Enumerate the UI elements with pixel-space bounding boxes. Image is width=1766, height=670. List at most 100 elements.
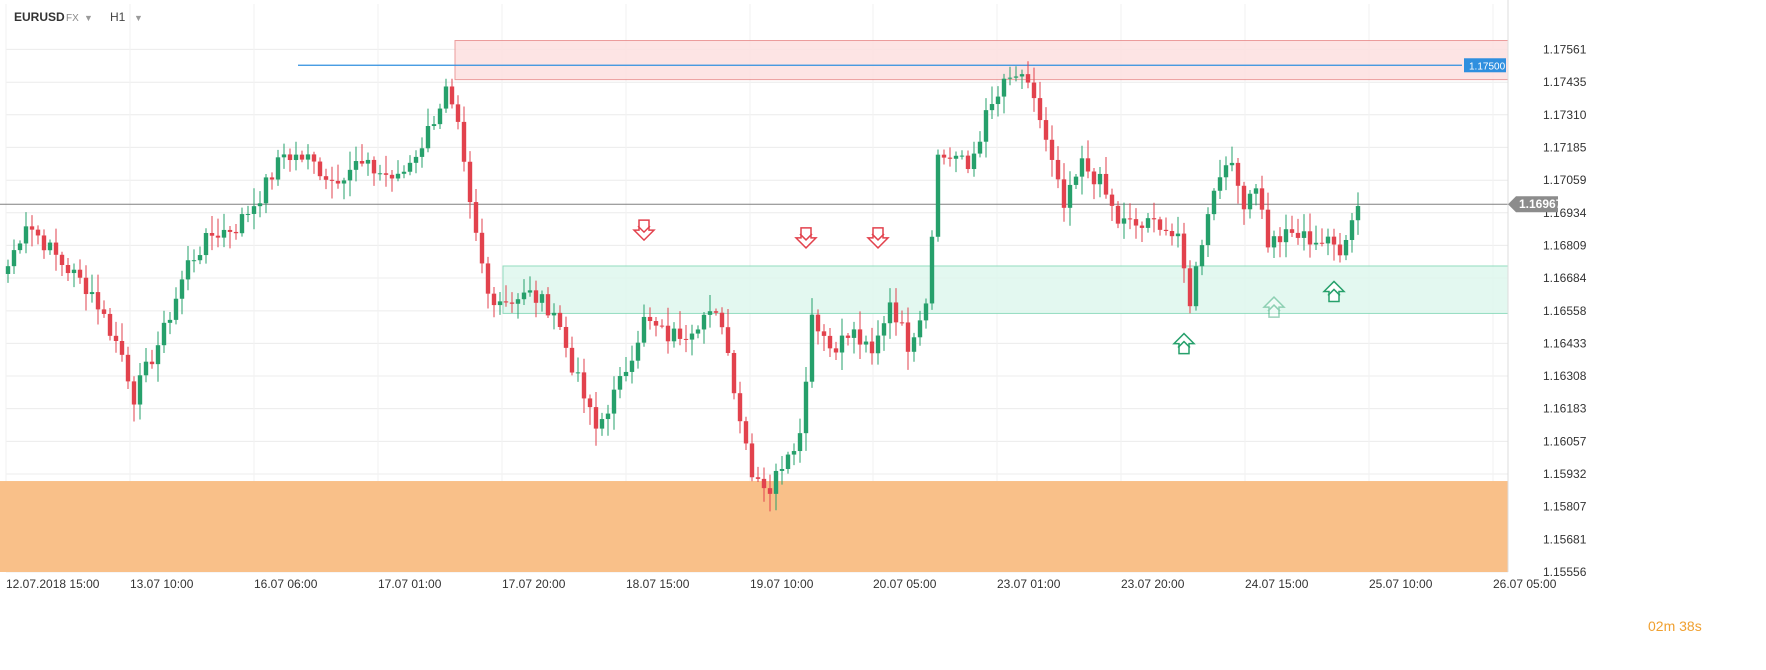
- candle[interactable]: [71, 263, 77, 288]
- support-zone[interactable]: [502, 265, 1509, 314]
- market-chevron-down-icon[interactable]: ▼: [84, 13, 93, 23]
- candle[interactable]: [515, 293, 521, 319]
- candle[interactable]: [65, 258, 71, 282]
- candle[interactable]: [83, 265, 89, 311]
- candle[interactable]: [1001, 73, 1007, 114]
- candle[interactable]: [221, 213, 227, 248]
- candle[interactable]: [275, 149, 281, 186]
- candle[interactable]: [1265, 192, 1271, 253]
- candle[interactable]: [977, 131, 983, 158]
- candle[interactable]: [1259, 175, 1265, 220]
- candle[interactable]: [1079, 145, 1085, 195]
- candle[interactable]: [1247, 190, 1253, 219]
- candle[interactable]: [581, 358, 587, 414]
- candle[interactable]: [401, 165, 407, 179]
- candle[interactable]: [443, 78, 449, 113]
- candle[interactable]: [557, 305, 563, 331]
- resistance-zone[interactable]: [454, 40, 1509, 81]
- candle[interactable]: [1229, 146, 1235, 172]
- candle[interactable]: [89, 274, 95, 303]
- candle[interactable]: [437, 103, 443, 130]
- symbol-label[interactable]: EURUSD: [14, 10, 65, 24]
- candle[interactable]: [1241, 181, 1247, 225]
- candle[interactable]: [845, 332, 851, 346]
- candle[interactable]: [1025, 61, 1031, 89]
- candle[interactable]: [1103, 156, 1109, 199]
- candle[interactable]: [833, 341, 839, 360]
- candle[interactable]: [755, 466, 761, 482]
- candle[interactable]: [1331, 228, 1337, 261]
- candle[interactable]: [971, 141, 977, 177]
- candle[interactable]: [455, 95, 461, 130]
- candle[interactable]: [887, 288, 893, 339]
- candle[interactable]: [479, 218, 485, 274]
- candle[interactable]: [1319, 228, 1325, 247]
- candle[interactable]: [995, 86, 1001, 117]
- candle[interactable]: [839, 318, 845, 370]
- candle[interactable]: [1337, 233, 1343, 263]
- candle[interactable]: [869, 327, 875, 365]
- candle[interactable]: [1061, 163, 1067, 222]
- candle[interactable]: [1019, 69, 1025, 90]
- candle[interactable]: [611, 376, 617, 430]
- candle[interactable]: [419, 137, 425, 168]
- candle[interactable]: [107, 308, 113, 341]
- candle[interactable]: [365, 152, 371, 176]
- candle[interactable]: [791, 443, 797, 466]
- candle[interactable]: [1271, 230, 1277, 258]
- candle[interactable]: [41, 229, 47, 259]
- candle[interactable]: [305, 144, 311, 170]
- candle[interactable]: [485, 256, 491, 309]
- candle[interactable]: [1121, 202, 1127, 239]
- candle[interactable]: [1325, 228, 1331, 256]
- candle[interactable]: [29, 215, 35, 247]
- candle[interactable]: [599, 412, 605, 436]
- candle[interactable]: [1355, 192, 1361, 235]
- candle[interactable]: [491, 287, 497, 318]
- candle[interactable]: [965, 150, 971, 174]
- candle[interactable]: [23, 212, 29, 254]
- candle[interactable]: [725, 308, 731, 356]
- candle[interactable]: [377, 164, 383, 181]
- candle[interactable]: [53, 228, 59, 271]
- candle[interactable]: [875, 320, 881, 365]
- candle[interactable]: [215, 218, 221, 248]
- candle[interactable]: [1169, 223, 1175, 246]
- candle[interactable]: [635, 330, 641, 369]
- candle[interactable]: [743, 416, 749, 451]
- candle[interactable]: [149, 349, 155, 369]
- candle[interactable]: [797, 418, 803, 463]
- candle[interactable]: [563, 316, 569, 358]
- candle[interactable]: [1007, 66, 1013, 86]
- candle[interactable]: [341, 177, 347, 200]
- candle[interactable]: [353, 146, 359, 182]
- candle[interactable]: [731, 350, 737, 400]
- candle[interactable]: [461, 106, 467, 172]
- candle[interactable]: [785, 451, 791, 474]
- candle[interactable]: [1289, 215, 1295, 238]
- candle[interactable]: [809, 298, 815, 388]
- candle[interactable]: [815, 309, 821, 345]
- candle[interactable]: [1049, 125, 1055, 177]
- candle[interactable]: [857, 311, 863, 360]
- candle[interactable]: [281, 143, 287, 169]
- candle[interactable]: [689, 324, 695, 356]
- candle[interactable]: [257, 191, 263, 218]
- candle[interactable]: [1175, 216, 1181, 248]
- candle[interactable]: [683, 325, 689, 353]
- candle[interactable]: [1073, 173, 1079, 190]
- candle[interactable]: [1109, 188, 1115, 221]
- candle[interactable]: [1013, 66, 1019, 82]
- candle[interactable]: [167, 312, 173, 335]
- candle[interactable]: [1133, 208, 1139, 239]
- candle[interactable]: [1157, 216, 1163, 236]
- candle[interactable]: [893, 288, 899, 336]
- candle[interactable]: [497, 291, 503, 315]
- candle[interactable]: [677, 311, 683, 346]
- candle[interactable]: [707, 295, 713, 328]
- candle[interactable]: [935, 149, 941, 242]
- candle[interactable]: [545, 287, 551, 318]
- candle[interactable]: [989, 86, 995, 120]
- candle[interactable]: [233, 223, 239, 240]
- candle[interactable]: [1127, 203, 1133, 230]
